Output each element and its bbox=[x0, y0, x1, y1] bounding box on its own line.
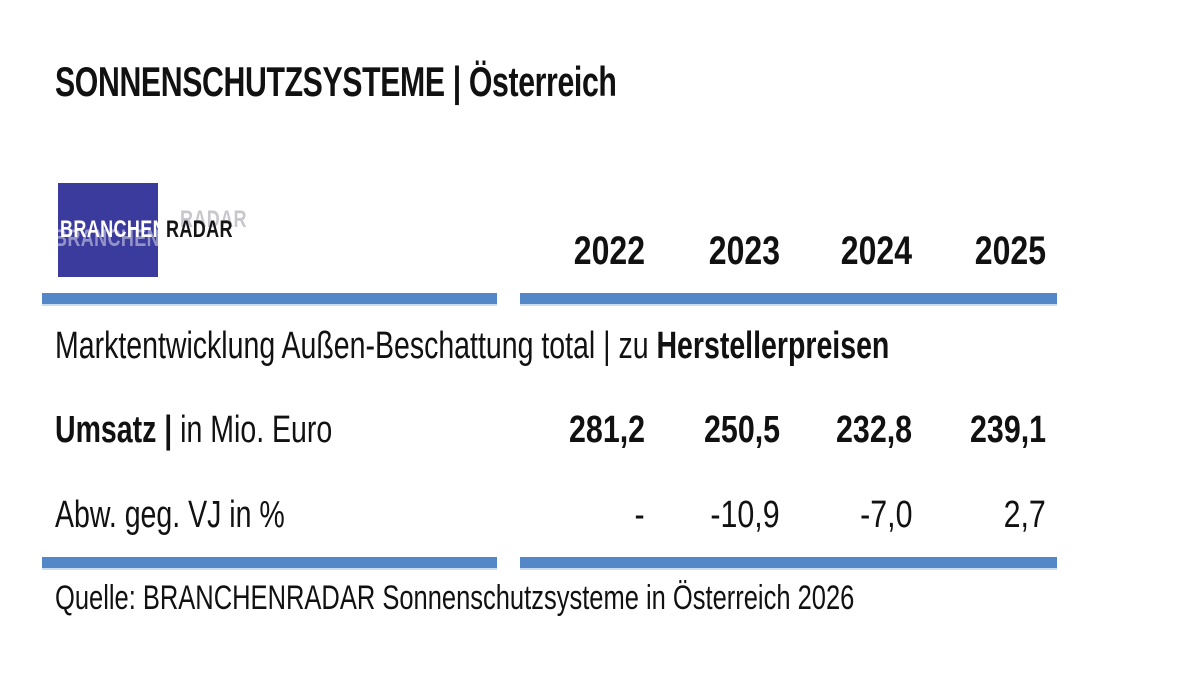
year-header-2023: 2023 bbox=[708, 229, 780, 273]
logo-ghost-radar: BRANCHENRADAR bbox=[180, 206, 247, 233]
umsatz-value-2023: 250,5 bbox=[703, 409, 780, 451]
source-line: Quelle: BRANCHENRADAR Sonnenschutzsystem… bbox=[55, 581, 1121, 615]
row-label-abweichung: Abw. geg. VJ in % bbox=[55, 494, 285, 536]
section-header-regular: Marktentwicklung Außen-Beschattung total… bbox=[55, 325, 657, 367]
row-label-umsatz: Umsatz | in Mio. Euro bbox=[55, 409, 333, 451]
section-header: Marktentwicklung Außen-Beschattung total… bbox=[55, 327, 1167, 365]
umsatz-value-2022: 281,2 bbox=[568, 409, 645, 451]
table-row-umsatz: Umsatz | in Mio. Euro 281,2 250,5 232,8 … bbox=[55, 411, 1046, 449]
year-header-2025: 2025 bbox=[974, 229, 1046, 273]
abw-value-2023: -10,9 bbox=[710, 494, 780, 536]
abw-value-2025: 2,7 bbox=[1003, 494, 1046, 536]
umsatz-value-2025: 239,1 bbox=[969, 409, 1046, 451]
divider-bar-bottom-right bbox=[520, 557, 1057, 570]
year-header-2024: 2024 bbox=[840, 229, 912, 273]
divider-bar-top-right bbox=[520, 293, 1057, 306]
year-header-row: 2022 2023 2024 2025 bbox=[55, 231, 1046, 271]
year-header-2022: 2022 bbox=[573, 229, 645, 273]
logo-wordmark: BRANCHENRADAR bbox=[60, 218, 291, 242]
abw-value-2024: -7,0 bbox=[859, 494, 912, 536]
logo-ghost-branchen: BRANCHENRADAR bbox=[54, 225, 161, 252]
divider-bar-top-left bbox=[42, 293, 497, 306]
source-text: Quelle: BRANCHENRADAR Sonnenschutzsystem… bbox=[55, 579, 855, 617]
abw-value-2022: - bbox=[634, 494, 645, 536]
logo-part-radar: RADAR bbox=[166, 216, 233, 243]
logo-blue-square bbox=[58, 183, 158, 277]
page-title-text: SONNENSCHUTZSYSTEME | Österreich bbox=[55, 58, 617, 105]
table-row-abweichung: Abw. geg. VJ in % - -10,9 -7,0 2,7 bbox=[55, 496, 1046, 534]
umsatz-value-2024: 232,8 bbox=[835, 409, 912, 451]
section-header-bold: Herstellerpreisen bbox=[656, 325, 890, 367]
branchenradar-logo: BRANCHENRADAR BRANCHENRADAR BRANCHENRADA… bbox=[54, 183, 378, 277]
logo-part-branchen: BRANCHEN bbox=[60, 216, 167, 243]
page-title: SONNENSCHUTZSYSTEME | Österreich bbox=[55, 61, 835, 103]
divider-bar-bottom-left bbox=[42, 557, 497, 570]
year-header-spacer bbox=[55, 231, 520, 271]
